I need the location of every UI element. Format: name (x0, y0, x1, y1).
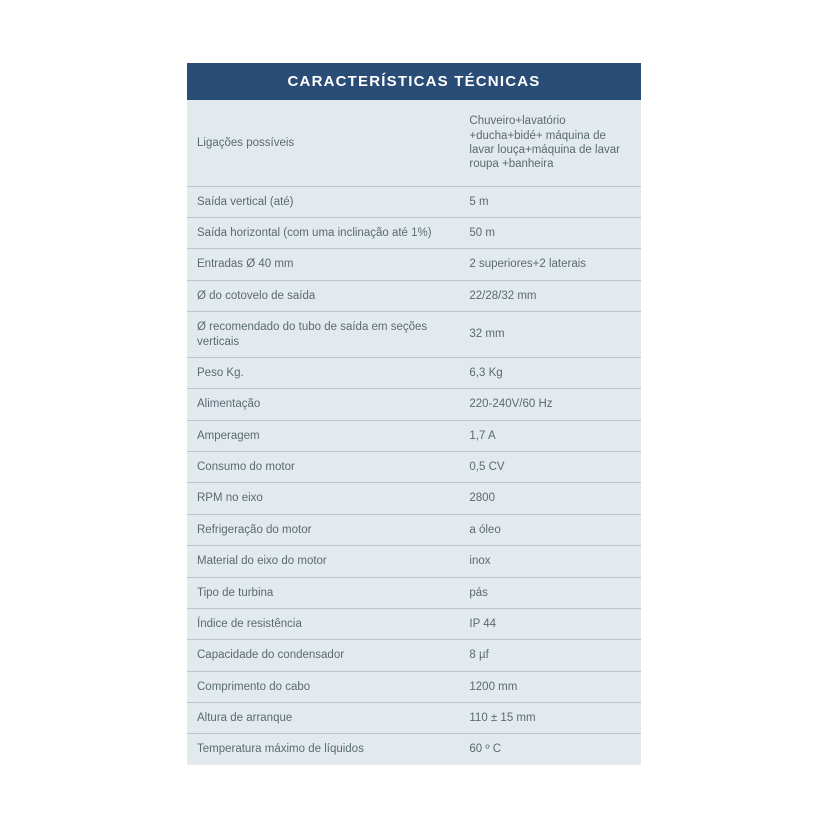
table-row: Amperagem1,7 A (187, 420, 641, 451)
spec-value: 2 superiores+2 laterais (459, 249, 641, 280)
spec-label: Refrigeração do motor (187, 514, 459, 545)
spec-value: 1,7 A (459, 420, 641, 451)
table-row: Ø recomendado do tubo de saída em seções… (187, 312, 641, 358)
table-row: RPM no eixo2800 (187, 483, 641, 514)
spec-value: pás (459, 577, 641, 608)
spec-label: Altura de arranque (187, 703, 459, 734)
spec-table: Ligações possíveisChuveiro+lavatório +du… (187, 100, 641, 765)
spec-value: 50 m (459, 218, 641, 249)
spec-label: Consumo do motor (187, 452, 459, 483)
table-row: Saída vertical (até)5 m (187, 186, 641, 217)
spec-value: 22/28/32 mm (459, 280, 641, 311)
spec-value: 8 µf (459, 640, 641, 671)
spec-value: inox (459, 546, 641, 577)
spec-value: 2800 (459, 483, 641, 514)
table-row: Temperatura máximo de líquidos60 º C (187, 734, 641, 765)
spec-label: Temperatura máximo de líquidos (187, 734, 459, 765)
spec-value: IP 44 (459, 608, 641, 639)
spec-label: RPM no eixo (187, 483, 459, 514)
spec-label: Ø recomendado do tubo de saída em seções… (187, 312, 459, 358)
spec-value: 5 m (459, 186, 641, 217)
spec-label: Entradas Ø 40 mm (187, 249, 459, 280)
spec-label: Peso Kg. (187, 357, 459, 388)
spec-label: Amperagem (187, 420, 459, 451)
spec-value: 32 mm (459, 312, 641, 358)
table-row: Entradas Ø 40 mm2 superiores+2 laterais (187, 249, 641, 280)
spec-label: Ø do cotovelo de saída (187, 280, 459, 311)
spec-value: 110 ± 15 mm (459, 703, 641, 734)
spec-value: 220-240V/60 Hz (459, 389, 641, 420)
table-row: Refrigeração do motora óleo (187, 514, 641, 545)
spec-label: Material do eixo do motor (187, 546, 459, 577)
spec-label: Saída horizontal (com uma inclinação até… (187, 218, 459, 249)
spec-label: Ligações possíveis (187, 100, 459, 186)
table-row: Índice de resistênciaIP 44 (187, 608, 641, 639)
table-row: Ø do cotovelo de saída22/28/32 mm (187, 280, 641, 311)
spec-label: Saída vertical (até) (187, 186, 459, 217)
table-row: Consumo do motor0,5 CV (187, 452, 641, 483)
table-row: Altura de arranque110 ± 15 mm (187, 703, 641, 734)
spec-value: 0,5 CV (459, 452, 641, 483)
table-row: Alimentação220-240V/60 Hz (187, 389, 641, 420)
table-title: CARACTERÍSTICAS TÉCNICAS (187, 63, 641, 100)
table-row: Peso Kg.6,3 Kg (187, 357, 641, 388)
table-row: Tipo de turbinapás (187, 577, 641, 608)
table-row: Ligações possíveisChuveiro+lavatório +du… (187, 100, 641, 186)
spec-label: Índice de resistência (187, 608, 459, 639)
table-row: Capacidade do condensador8 µf (187, 640, 641, 671)
spec-label: Capacidade do condensador (187, 640, 459, 671)
spec-label: Tipo de turbina (187, 577, 459, 608)
spec-value: 6,3 Kg (459, 357, 641, 388)
table-row: Material do eixo do motorinox (187, 546, 641, 577)
spec-value: 60 º C (459, 734, 641, 765)
spec-table-wrapper: CARACTERÍSTICAS TÉCNICAS Ligações possív… (187, 63, 641, 765)
spec-value: Chuveiro+lavatório +ducha+bidé+ máquina … (459, 100, 641, 186)
table-row: Saída horizontal (com uma inclinação até… (187, 218, 641, 249)
spec-value: 1200 mm (459, 671, 641, 702)
spec-value: a óleo (459, 514, 641, 545)
spec-label: Comprimento do cabo (187, 671, 459, 702)
table-row: Comprimento do cabo1200 mm (187, 671, 641, 702)
spec-label: Alimentação (187, 389, 459, 420)
